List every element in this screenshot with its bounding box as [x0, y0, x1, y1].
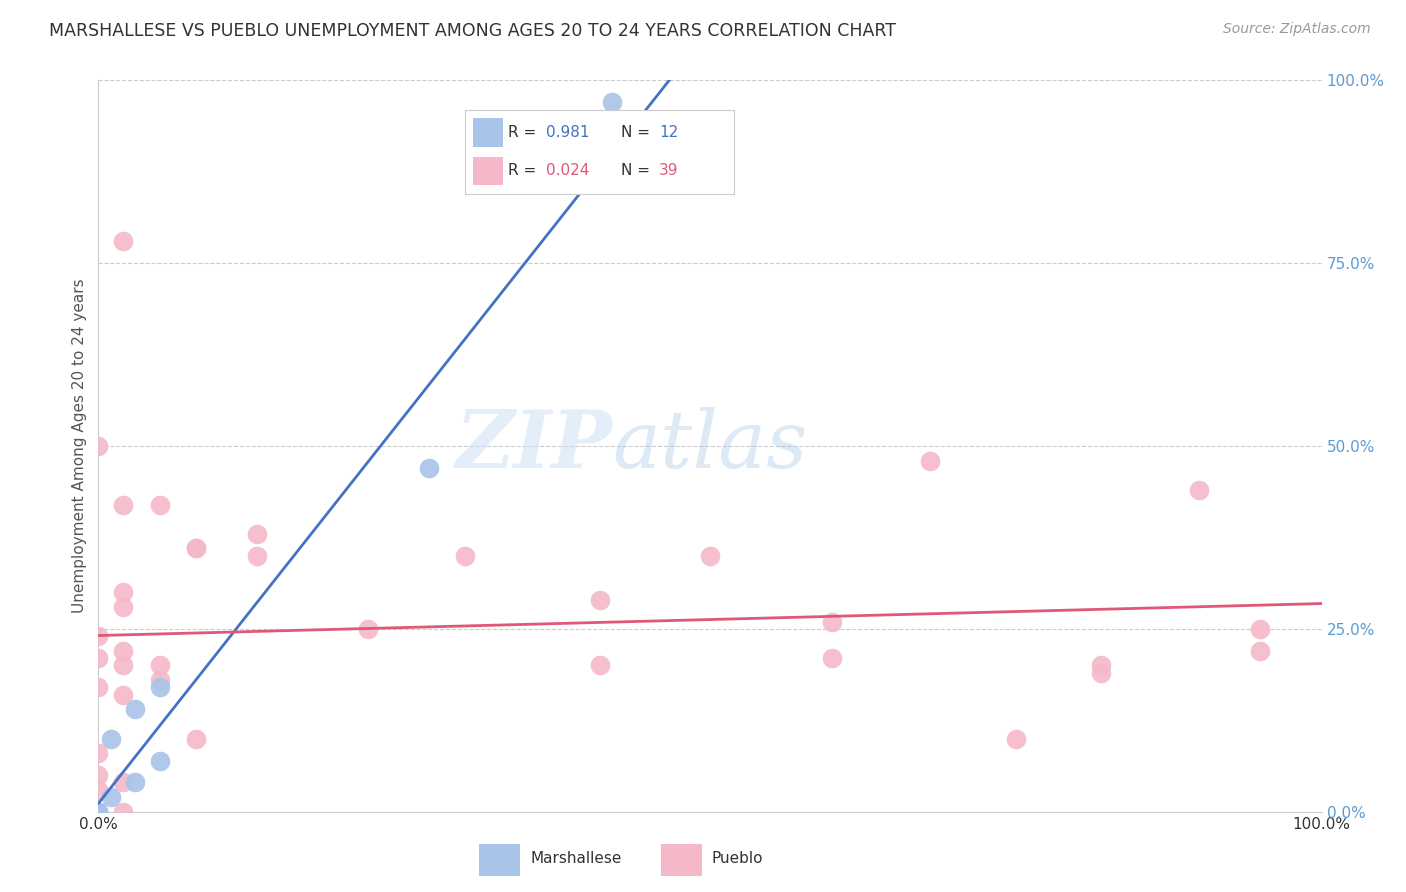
Text: R =: R =	[509, 125, 541, 140]
Point	[87, 805, 110, 819]
Point	[149, 498, 172, 512]
Point	[699, 549, 721, 563]
Point	[1249, 622, 1271, 636]
Point	[589, 658, 612, 673]
Point	[87, 651, 110, 665]
Point	[111, 775, 134, 789]
Text: 0.024: 0.024	[546, 163, 589, 178]
Point	[87, 681, 110, 695]
Point	[589, 592, 612, 607]
Point	[149, 681, 172, 695]
Point	[111, 498, 134, 512]
Point	[87, 805, 110, 819]
Point	[149, 754, 172, 768]
Point	[87, 629, 110, 643]
Point	[87, 768, 110, 782]
Point	[87, 805, 110, 819]
Point	[111, 599, 134, 614]
Point	[1249, 644, 1271, 658]
Text: ZIP: ZIP	[456, 408, 612, 484]
Point	[356, 622, 378, 636]
Point	[124, 775, 146, 789]
Point	[124, 702, 146, 716]
Y-axis label: Unemployment Among Ages 20 to 24 years: Unemployment Among Ages 20 to 24 years	[72, 278, 87, 614]
Point	[186, 541, 208, 556]
FancyBboxPatch shape	[474, 118, 503, 146]
Point	[246, 526, 269, 541]
Point	[1188, 483, 1211, 497]
Text: N =: N =	[621, 125, 655, 140]
Point	[920, 453, 942, 467]
Point	[1090, 665, 1112, 680]
Point	[111, 658, 134, 673]
Point	[600, 95, 623, 110]
Point	[149, 658, 172, 673]
Point	[111, 234, 134, 248]
Text: 0.981: 0.981	[546, 125, 589, 140]
Text: Marshallese: Marshallese	[530, 851, 621, 866]
Point	[87, 782, 110, 797]
Text: R =: R =	[509, 163, 541, 178]
Point	[821, 615, 844, 629]
Text: atlas: atlas	[612, 408, 807, 484]
Point	[454, 549, 477, 563]
Point	[149, 673, 172, 687]
Point	[1004, 731, 1026, 746]
Text: Source: ZipAtlas.com: Source: ZipAtlas.com	[1223, 22, 1371, 37]
FancyBboxPatch shape	[661, 844, 702, 876]
Point	[418, 461, 440, 475]
Point	[87, 805, 110, 819]
Point	[87, 805, 110, 819]
Point	[100, 731, 122, 746]
Point	[186, 541, 208, 556]
Text: Pueblo: Pueblo	[711, 851, 763, 866]
Point	[87, 746, 110, 760]
Point	[100, 790, 122, 805]
Text: N =: N =	[621, 163, 655, 178]
FancyBboxPatch shape	[479, 844, 520, 876]
Point	[246, 549, 269, 563]
Text: 39: 39	[659, 163, 679, 178]
Point	[1090, 658, 1112, 673]
Point	[111, 644, 134, 658]
Text: MARSHALLESE VS PUEBLO UNEMPLOYMENT AMONG AGES 20 TO 24 YEARS CORRELATION CHART: MARSHALLESE VS PUEBLO UNEMPLOYMENT AMONG…	[49, 22, 896, 40]
Point	[821, 651, 844, 665]
Point	[186, 731, 208, 746]
Point	[87, 439, 110, 453]
Point	[111, 585, 134, 599]
Text: 12: 12	[659, 125, 678, 140]
FancyBboxPatch shape	[474, 157, 503, 186]
Point	[111, 688, 134, 702]
Point	[111, 805, 134, 819]
